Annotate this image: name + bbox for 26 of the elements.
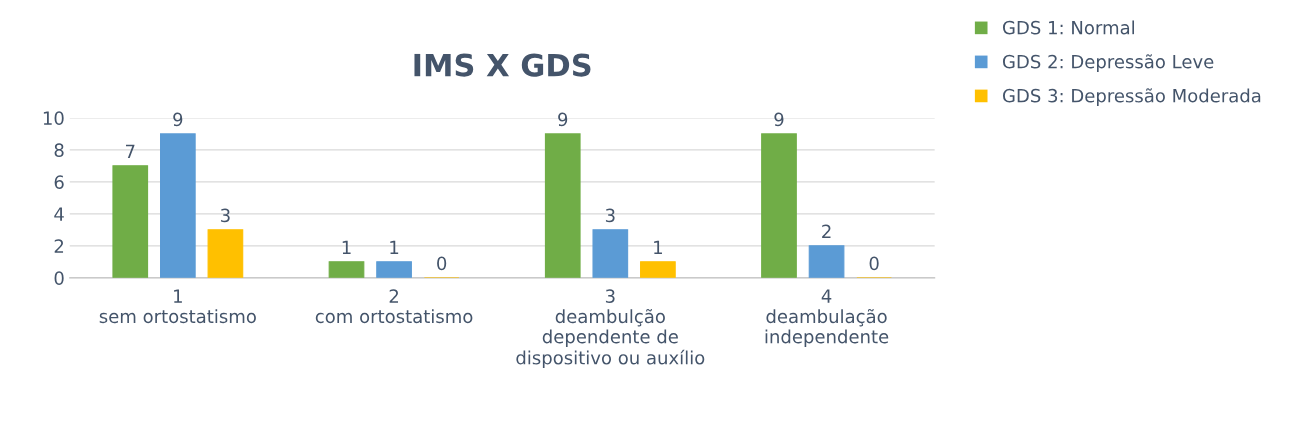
y-tick-label: 8 (54, 143, 64, 157)
x-tick-label: 1 sem ortostatismo (99, 289, 256, 324)
y-tick-label: 2 (54, 239, 64, 253)
data-label: 1 (390, 240, 399, 254)
data-label: 0 (437, 256, 447, 271)
data-label: 3 (221, 208, 230, 223)
x-tick-label: 4 deambulação independente (765, 289, 889, 347)
y-tick-label: 6 (54, 175, 64, 189)
chart-title: IMS X GDS (414, 53, 591, 77)
data-label: 2 (822, 224, 831, 238)
legend-label: GDS 1: Normal (1002, 20, 1134, 35)
data-label: 0 (869, 256, 879, 271)
y-tick-label: 10 (43, 111, 64, 125)
data-label: 7 (126, 144, 135, 158)
data-label: 9 (558, 112, 568, 127)
data-label: 1 (654, 240, 662, 254)
legend-label: GDS 2: Depressão Leve (1002, 54, 1214, 72)
data-label: 9 (173, 112, 183, 127)
legend-label: GDS 3: Depressão Moderada (1002, 88, 1261, 106)
x-tick-label: 3 deambulção dependente de dispositivo ou auxílio (516, 289, 705, 369)
y-tick-label: 4 (54, 207, 64, 221)
data-label: 1 (342, 240, 351, 254)
data-label: 3 (605, 208, 615, 223)
data-label: 9 (774, 112, 784, 127)
y-tick-label: 0 (54, 271, 64, 285)
x-tick-label: 2 com ortostatismo (315, 289, 473, 324)
